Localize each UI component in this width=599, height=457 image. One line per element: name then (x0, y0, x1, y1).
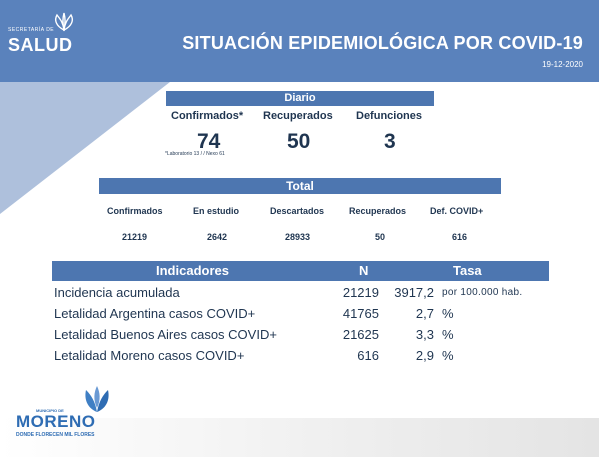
indicator-rate: 3,3 (415, 327, 434, 342)
indicator-label: Incidencia acumulada (54, 285, 180, 300)
total-discarded-value: 28933 (285, 232, 311, 242)
total-deaths-value: 616 (452, 232, 468, 242)
logo-municipio-label: MUNICIPIO DE (36, 408, 64, 413)
logo-moreno-name: MORENO (16, 412, 96, 431)
moreno-logo: MUNICIPIO DE MORENO DONDE FLORECEN MIL F… (10, 384, 130, 444)
indicator-unit: por 100.000 hab. (442, 287, 523, 298)
total-discarded-label: Descartados (270, 206, 325, 216)
total-recovered-label: Recuperados (349, 206, 407, 216)
logo-name: SALUD (8, 35, 73, 55)
logo-tagline: DONDE FLORECEN MIL FLORES (16, 432, 95, 438)
indicator-label: Letalidad Buenos Aires casos COVID+ (54, 327, 277, 342)
total-in-study-label: En estudio (193, 206, 240, 216)
indicator-unit: % (442, 348, 454, 363)
indicators-header-label: Indicadores (156, 263, 229, 278)
indicator-label: Letalidad Argentina casos COVID+ (54, 306, 256, 321)
indicator-rate: 2,7 (415, 306, 434, 321)
indicator-rate: 2,9 (415, 348, 434, 363)
indicator-row: Letalidad Moreno casos COVID+ 616 2,9 % (52, 347, 549, 365)
total-header-bar: Total (99, 178, 501, 194)
daily-header-bar: Diario (166, 91, 434, 106)
indicator-row: Letalidad Argentina casos COVID+ 41765 2… (52, 305, 549, 323)
indicators-header-bar: Indicadores N Tasa (52, 261, 549, 281)
flower-logo-icon (85, 386, 109, 412)
salud-leaf-icon (55, 12, 73, 32)
indicator-label: Letalidad Moreno casos COVID+ (54, 348, 245, 363)
page-title: SITUACIÓN EPIDEMIOLÓGICA POR COVID-19 (182, 33, 583, 53)
daily-recovered-value: 50 (287, 130, 311, 153)
total-recovered-value: 50 (375, 232, 386, 242)
total-deaths-label: Def. COVID+ (430, 206, 484, 216)
indicator-n: 21625 (342, 327, 379, 342)
daily-recovered-label: Recuperados (263, 110, 333, 122)
daily-footnote: *Laboratorio 13 / / Nexo 61 (165, 151, 225, 157)
indicator-row: Letalidad Buenos Aires casos COVID+ 2162… (52, 326, 549, 344)
indicator-rate: 3917,2 (394, 285, 434, 300)
indicator-unit: % (442, 327, 454, 342)
total-confirmed-value: 21219 (122, 232, 148, 242)
indicators-header-n: N (359, 263, 369, 278)
total-confirmed-label: Confirmados (107, 206, 163, 216)
header-decoration (0, 82, 170, 214)
total-in-study-value: 2642 (207, 232, 228, 242)
daily-confirmed-value: 74 (197, 130, 221, 153)
indicators-header-rate: Tasa (453, 263, 482, 278)
salud-logo: SECRETARÍA DE SALUD (8, 12, 78, 60)
header-banner (0, 0, 599, 82)
daily-deaths-value: 3 (384, 130, 396, 153)
indicator-n: 21219 (342, 285, 379, 300)
indicator-row: Incidencia acumulada 21219 3917,2 por 10… (52, 284, 549, 302)
indicator-unit: % (442, 306, 454, 321)
footer-band (0, 418, 599, 457)
indicator-n: 41765 (342, 306, 379, 321)
daily-confirmed-label: Confirmados* (171, 110, 244, 122)
indicator-n: 616 (357, 348, 379, 363)
logo-subtitle: SECRETARÍA DE (8, 27, 55, 33)
daily-deaths-label: Defunciones (356, 110, 423, 122)
report-date: 19-12-2020 (542, 60, 583, 69)
